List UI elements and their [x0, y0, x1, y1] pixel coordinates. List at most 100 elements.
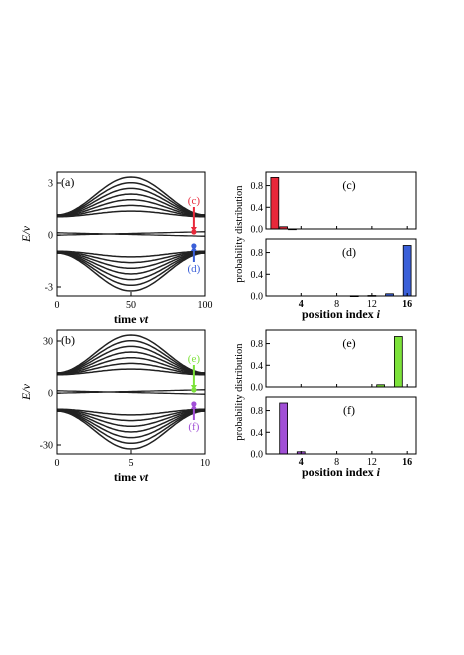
x-tick-label: 4 — [299, 299, 304, 310]
x-tick-label: 100 — [198, 300, 213, 311]
x-axis-label-text: time — [114, 470, 140, 484]
y-tick-label: 0 — [48, 389, 53, 400]
energy-curve-1 — [57, 408, 205, 416]
marker-arrow-head — [190, 246, 197, 251]
energy-curve-5 — [57, 251, 205, 270]
distribution-x-axis-label: position index i — [302, 307, 381, 321]
energy-curve-4 — [57, 198, 205, 217]
energy-curve-3 — [56, 250, 206, 264]
x-tick-label: 12 — [367, 299, 377, 310]
edge-state-curve-1 — [57, 232, 205, 237]
energy-curve-6 — [57, 193, 205, 217]
energy-curve-0 — [57, 368, 205, 376]
marker-dot — [191, 229, 197, 235]
y-tick-label: 0.0 — [251, 292, 264, 303]
y-tick-label: 30 — [43, 337, 53, 348]
x-tick-label: 4 — [299, 457, 304, 468]
marker-label-f: (f) — [188, 421, 199, 433]
energy-curve-13 — [56, 410, 206, 450]
distribution-panel-f: 0.8 0.4 0.0 4 8 12 16 (f) — [251, 396, 417, 468]
y-axis-label: E/ν — [19, 225, 33, 243]
panel-label: (d) — [342, 245, 356, 259]
x-axis-label: time νt — [114, 470, 149, 484]
energy-curve-4 — [57, 356, 205, 375]
x-tick-label: 8 — [334, 457, 339, 468]
energy-curve-11 — [56, 252, 206, 287]
distribution-panel-d: 0.8 0.4 0.0 4 8 12 16 (d) — [251, 238, 417, 310]
panel-label: (f) — [343, 403, 355, 417]
bar-site-15 — [393, 336, 403, 388]
distribution-panels: 0.8 0.4 0.0 (c) 0.8 0.4 0.0 4 8 12 16 (d) 0.8 0.4 0.0 (… — [251, 171, 417, 468]
distribution-x-axis-label-text: position index — [302, 307, 377, 321]
distribution-panel-c: 0.8 0.4 0.0 (c) — [251, 171, 417, 236]
y-tick-label: 0.8 — [251, 248, 264, 259]
edge-state-curve-1 — [57, 390, 205, 395]
y-tick-label: 0.4 — [251, 361, 264, 372]
energy-curve-9 — [57, 251, 205, 281]
edge-state-curve-0 — [57, 231, 205, 236]
panel-label: (a) — [61, 175, 74, 189]
edge-state-curve-0 — [57, 389, 205, 394]
x-axis-label-var: νt — [139, 470, 148, 484]
energy-curve-7 — [57, 409, 205, 433]
marker-dot — [191, 387, 197, 393]
energy-curve-2 — [56, 362, 206, 376]
x-tick-label: 12 — [367, 457, 377, 468]
energy-curve-13 — [56, 252, 206, 292]
y-tick-label: 3 — [48, 179, 53, 190]
distribution-y-axis-label: probability distribution — [234, 343, 245, 441]
x-tick-label: 5 — [129, 458, 134, 469]
energy-curve-5 — [57, 409, 205, 428]
energy-curve-10 — [56, 339, 206, 374]
y-tick-label: -30 — [40, 441, 53, 452]
energy-curve-7 — [57, 251, 205, 275]
plot-frame — [265, 238, 417, 297]
y-tick-label: 0.8 — [251, 406, 264, 417]
energy-curve-0 — [57, 210, 205, 218]
bar-site-2 — [279, 402, 289, 455]
y-tick-label: 0.8 — [251, 339, 264, 350]
x-tick-label: 8 — [334, 299, 339, 310]
y-tick-label: 0.4 — [251, 428, 264, 439]
x-tick-label: 10 — [200, 458, 210, 469]
energy-curve-8 — [57, 187, 205, 217]
axis-labels: probability distribution position index i… — [234, 185, 381, 479]
x-tick-label: 16 — [402, 299, 412, 310]
distribution-y-axis-label: probability distribution — [234, 185, 245, 283]
bar-site-1 — [270, 176, 280, 230]
energy-curve-10 — [56, 181, 206, 216]
bar-site-16 — [402, 245, 412, 297]
marker-label-e: (e) — [188, 353, 201, 365]
y-tick-label: -3 — [45, 283, 53, 294]
plot-frame — [265, 396, 417, 455]
y-axis-label: E/ν — [19, 383, 33, 401]
energy-curve-12 — [56, 176, 206, 216]
distribution-x-axis-label: position index i — [302, 465, 381, 479]
distribution-panel-e: 0.8 0.4 0.0 (e) — [251, 329, 417, 394]
x-tick-label: 0 — [55, 300, 60, 311]
y-tick-label: 0.0 — [251, 383, 264, 394]
plot-frame — [265, 171, 417, 230]
y-tick-label: 0.0 — [251, 450, 264, 461]
x-axis-label-text: time — [114, 312, 140, 326]
x-tick-label: 16 — [402, 457, 412, 468]
plot-frame — [265, 329, 417, 388]
marker-label-d: (d) — [187, 263, 200, 275]
y-tick-label: 0.4 — [251, 203, 264, 214]
marker-label-c: (c) — [188, 195, 201, 207]
energy-curve-2 — [56, 204, 206, 218]
y-tick-label: 0.0 — [251, 225, 264, 236]
x-axis-label-var: νt — [139, 312, 148, 326]
marker-arrow-head — [190, 404, 197, 409]
panel-label: (b) — [61, 333, 75, 347]
y-tick-label: 0 — [48, 231, 53, 242]
energy-curve-12 — [56, 334, 206, 374]
y-tick-label: 0.4 — [251, 270, 264, 281]
x-tick-label: 0 — [55, 458, 60, 469]
panel-label: (c) — [342, 178, 355, 192]
x-tick-label: 50 — [126, 300, 136, 311]
